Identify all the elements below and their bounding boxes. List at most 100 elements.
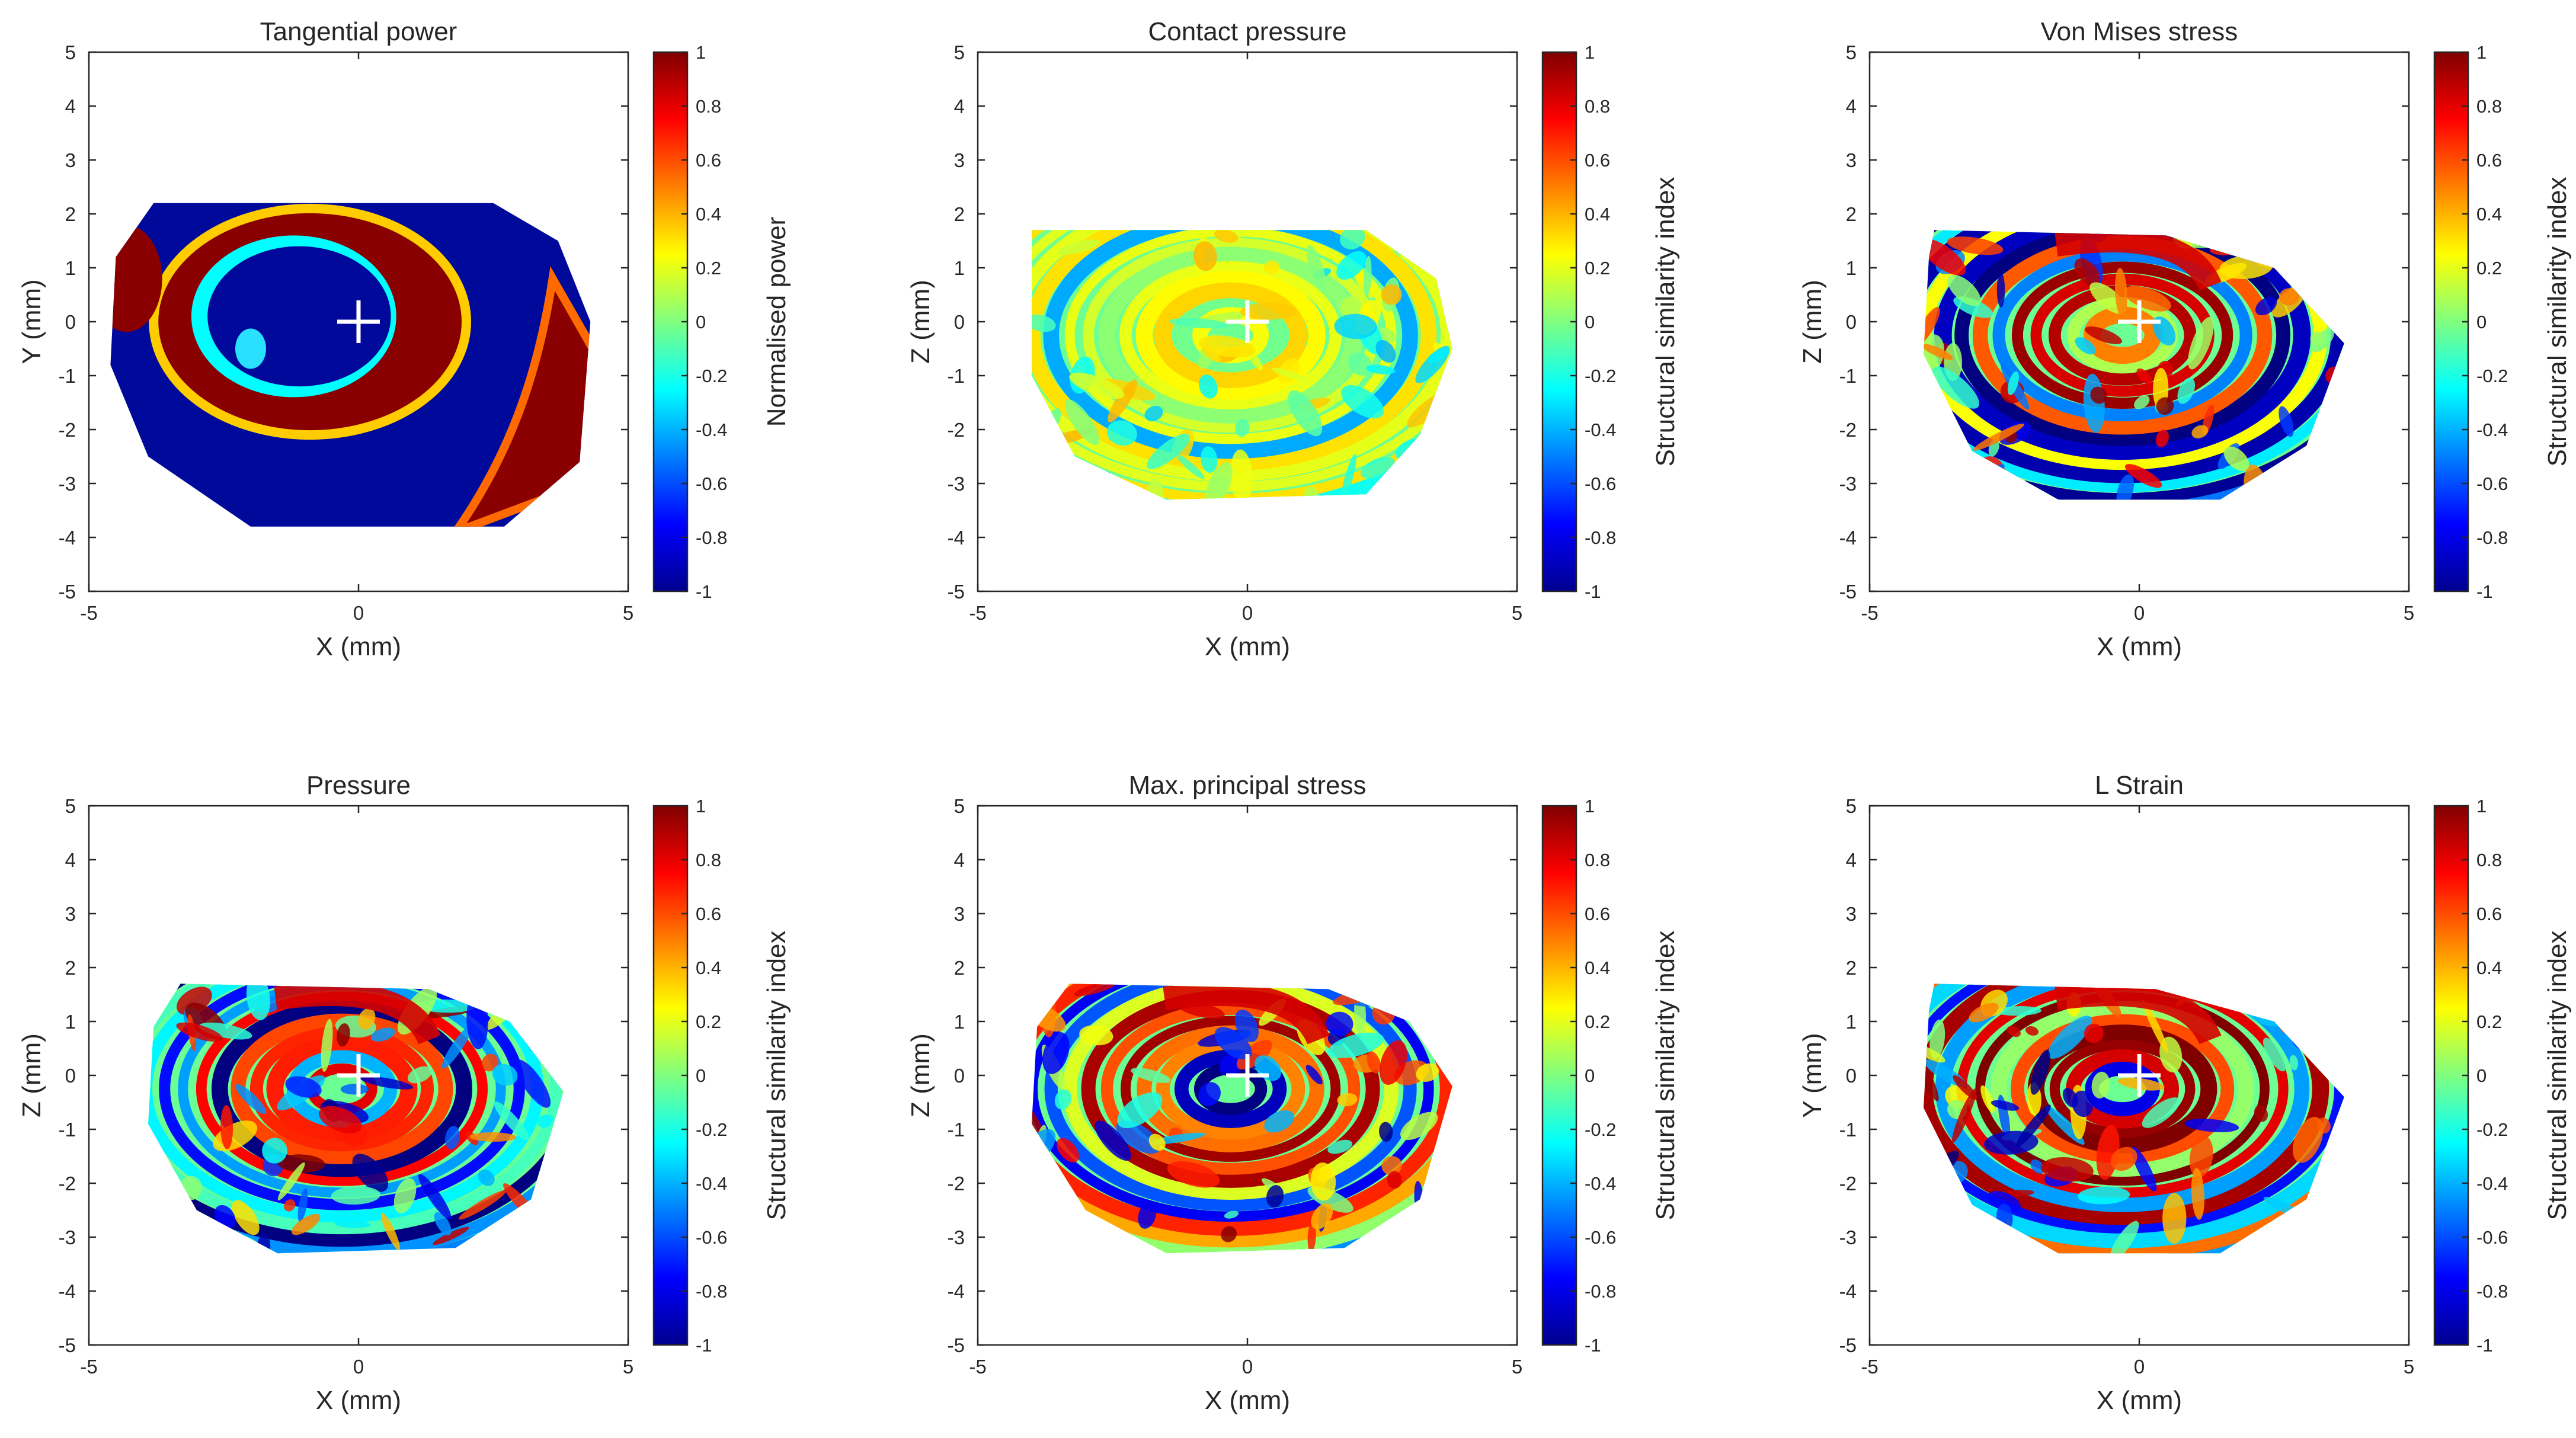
colorbar-tick-label: 1 xyxy=(2476,796,2487,816)
colorbar-tick-label: 0.2 xyxy=(696,1011,721,1032)
y-tick-label: 2 xyxy=(954,203,965,225)
colorbar-tick-label: -0.4 xyxy=(1585,1173,1616,1194)
x-tick-label: -5 xyxy=(969,602,986,624)
y-tick-label: -5 xyxy=(1839,581,1857,603)
y-tick-label: 1 xyxy=(954,257,965,279)
y-tick-label: -3 xyxy=(1839,473,1857,495)
colorbar-tick-label: 0.4 xyxy=(696,204,721,225)
y-tick-label: -2 xyxy=(59,1173,76,1194)
colorbar-tick-label: -0.8 xyxy=(2476,1281,2508,1302)
y-tick-label: 4 xyxy=(1846,95,1857,117)
center-marker xyxy=(1226,1054,1269,1097)
colorbar-tick-label: -1 xyxy=(2476,1335,2493,1356)
colorbar-label: Structural similarity index xyxy=(1651,177,1680,466)
y-tick-label: 3 xyxy=(65,149,76,171)
colorbar-tick-label: 0.6 xyxy=(696,150,721,171)
panel-title: Pressure xyxy=(306,771,411,800)
colorbar-tick-label: 0 xyxy=(1585,1065,1595,1086)
colorbar-tick-label: 0 xyxy=(2476,312,2487,332)
y-tick-label: -4 xyxy=(59,527,76,549)
colorbar-tick-label: -0.4 xyxy=(2476,419,2508,440)
colorbar-tick-label: 0.8 xyxy=(2476,850,2502,870)
heatmap-field xyxy=(1032,984,1452,1254)
colorbar-label: Structural similarity index xyxy=(1651,930,1680,1220)
panel-5: Max. principal stress 5 4 3 2 1 0 -1 -2 -3 -4 -5-5 0… xyxy=(906,771,1680,1415)
x-axis-label: X (mm) xyxy=(316,632,401,661)
y-tick-label: -1 xyxy=(948,365,965,387)
colorbar-tick-label: 0.2 xyxy=(696,258,721,278)
y-tick-label: 5 xyxy=(1846,795,1857,817)
panel-title: Von Mises stress xyxy=(2041,17,2238,46)
colorbar-tick-label: 0 xyxy=(2476,1065,2487,1086)
colorbar-tick-label: 0.6 xyxy=(2476,150,2502,171)
heatmap-field xyxy=(148,984,564,1254)
colorbar-label: Structural similarity index xyxy=(2543,177,2572,466)
y-tick-label: -1 xyxy=(1839,365,1857,387)
y-tick-label: -5 xyxy=(948,581,965,603)
y-tick-label: -3 xyxy=(1839,1226,1857,1248)
colorbar-tick-label: 0.6 xyxy=(1585,904,1610,924)
center-marker xyxy=(337,300,380,343)
panel-2: Contact pressure 5 4 3 2 1 0 -1 -2 -3 -4 -5-5 0 5 X (m… xyxy=(906,17,1680,661)
heatmap-field xyxy=(1924,984,2344,1254)
y-tick-label: -2 xyxy=(1839,419,1857,441)
x-tick-label: 0 xyxy=(353,1356,364,1378)
y-tick-label: -1 xyxy=(1839,1119,1857,1141)
heatmap-field xyxy=(110,203,591,527)
colorbar-tick-label: -0.6 xyxy=(2476,473,2508,494)
x-tick-label: -5 xyxy=(969,1356,986,1378)
y-tick-label: -2 xyxy=(1839,1173,1857,1194)
y-tick-label: 0 xyxy=(954,1065,965,1087)
x-tick-label: 0 xyxy=(353,602,364,624)
colorbar-tick-label: 0 xyxy=(696,312,706,332)
colorbar-tick-label: 1 xyxy=(1585,796,1595,816)
x-tick-label: 5 xyxy=(1512,1356,1522,1378)
y-tick-label: 5 xyxy=(954,41,965,63)
colorbar-tick-label: -0.4 xyxy=(1585,419,1616,440)
y-tick-label: -5 xyxy=(1839,1334,1857,1356)
colorbar-tick-label: 1 xyxy=(696,42,706,63)
colorbar-tick-label: -1 xyxy=(1585,1335,1601,1356)
y-tick-label: -4 xyxy=(1839,527,1857,549)
x-tick-label: 0 xyxy=(2134,602,2145,624)
colorbar-tick-label: 0 xyxy=(1585,312,1595,332)
y-tick-label: -5 xyxy=(59,581,76,603)
y-tick-label: 3 xyxy=(954,149,965,171)
colorbar-tick-label: -0.4 xyxy=(696,419,727,440)
y-tick-label: 5 xyxy=(954,795,965,817)
y-tick-label: 5 xyxy=(65,795,76,817)
colorbar-tick-label: -0.4 xyxy=(696,1173,727,1194)
colorbar-tick-label: 0.6 xyxy=(1585,150,1610,171)
panel-1: Tangential power 5 4 3 2 1 0 -1 -2 -3 -4 -5-5 0 5 X (m… xyxy=(17,17,791,661)
colorbar-tick-label: -0.2 xyxy=(696,1119,727,1140)
y-tick-label: 4 xyxy=(65,849,76,871)
x-tick-label: 0 xyxy=(1242,1356,1253,1378)
y-tick-label: 4 xyxy=(1846,849,1857,871)
y-tick-label: 2 xyxy=(954,957,965,979)
colorbar-tick-label: 1 xyxy=(2476,42,2487,63)
x-tick-label: 0 xyxy=(2134,1356,2145,1378)
colorbar-tick-label: -1 xyxy=(1585,581,1601,602)
x-axis-label: X (mm) xyxy=(316,1386,401,1415)
y-axis-label: Z (mm) xyxy=(17,1033,46,1117)
y-tick-label: 2 xyxy=(65,203,76,225)
colorbar-tick-label: -0.2 xyxy=(1585,366,1616,386)
y-tick-label: -5 xyxy=(59,1334,76,1356)
center-marker xyxy=(2118,300,2161,343)
colorbar xyxy=(1541,805,1577,1346)
x-tick-label: -5 xyxy=(1861,1356,1878,1378)
heatmap-field xyxy=(1924,230,2344,500)
colorbar-tick-label: 0.4 xyxy=(1585,957,1610,978)
colorbar-tick-label: 0.4 xyxy=(1585,204,1610,225)
y-axis-label: Z (mm) xyxy=(906,1033,935,1117)
y-tick-label: -4 xyxy=(59,1280,76,1302)
x-tick-label: 5 xyxy=(2404,1356,2414,1378)
center-marker xyxy=(2118,1054,2161,1097)
y-tick-label: 1 xyxy=(65,1011,76,1033)
colorbar-tick-label: -0.6 xyxy=(1585,1227,1616,1248)
colorbar-tick-label: -1 xyxy=(2476,581,2493,602)
colorbar-tick-label: -0.2 xyxy=(2476,366,2508,386)
colorbar-tick-label: -0.8 xyxy=(1585,527,1616,548)
y-tick-label: 0 xyxy=(65,311,76,333)
